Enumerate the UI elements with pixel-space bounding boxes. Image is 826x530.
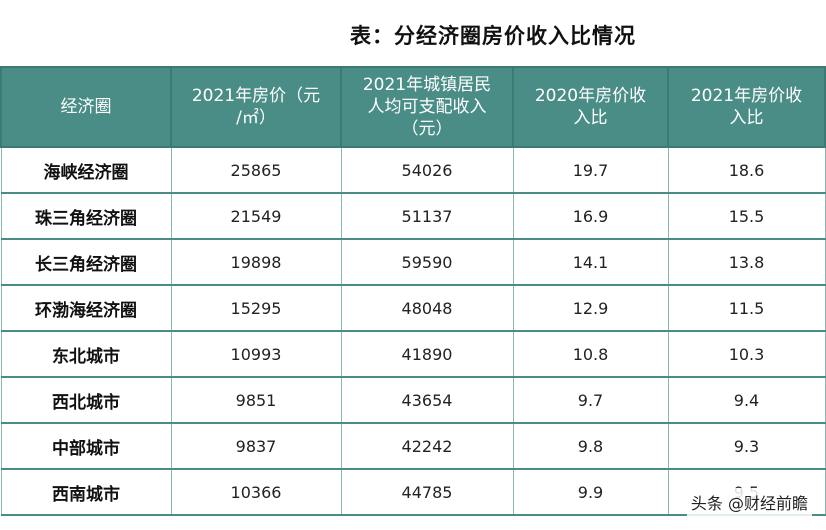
cell-economic-circle: 珠三角经济圈 <box>0 192 172 240</box>
cell-income: 43654 <box>340 376 514 424</box>
cell-ratio-2021: 9.4 <box>667 376 826 424</box>
cell-ratio-2020: 10.8 <box>512 330 669 378</box>
cell-ratio-2021: 18.6 <box>667 146 826 194</box>
cell-income: 54026 <box>340 146 514 194</box>
table-row: 东北城市 10993 41890 10.8 10.3 <box>0 330 826 378</box>
cell-income: 42242 <box>340 422 514 470</box>
cell-house-price: 9837 <box>170 422 342 470</box>
table-row: 中部城市 9837 42242 9.8 9.3 <box>0 422 826 470</box>
cell-house-price: 9851 <box>170 376 342 424</box>
cell-ratio-2020: 9.9 <box>512 468 669 516</box>
table-header-row: 经济圈 2021年房价（元 /㎡） 2021年城镇居民 人均可支配收入 （元） … <box>0 66 826 148</box>
cell-ratio-2021: 13.8 <box>667 238 826 286</box>
cell-house-price: 21549 <box>170 192 342 240</box>
income-ratio-table: 经济圈 2021年房价（元 /㎡） 2021年城镇居民 人均可支配收入 （元） … <box>0 66 826 516</box>
cell-ratio-2021: 11.5 <box>667 284 826 332</box>
table-row: 海峡经济圈 25865 54026 19.7 18.6 <box>0 146 826 194</box>
table-row: 长三角经济圈 19898 59590 14.1 13.8 <box>0 238 826 286</box>
cell-ratio-2020: 14.1 <box>512 238 669 286</box>
cell-income: 51137 <box>340 192 514 240</box>
cell-economic-circle: 长三角经济圈 <box>0 238 172 286</box>
cell-house-price: 15295 <box>170 284 342 332</box>
cell-ratio-2020: 19.7 <box>512 146 669 194</box>
cell-economic-circle: 中部城市 <box>0 422 172 470</box>
cell-economic-circle: 东北城市 <box>0 330 172 378</box>
table-row: 西北城市 9851 43654 9.7 9.4 <box>0 376 826 424</box>
cell-economic-circle: 海峡经济圈 <box>0 146 172 194</box>
cell-house-price: 19898 <box>170 238 342 286</box>
watermark-label: 头条 @财经前瞻 <box>686 488 812 516</box>
cell-income: 59590 <box>340 238 514 286</box>
cell-house-price: 10366 <box>170 468 342 516</box>
cell-house-price: 25865 <box>170 146 342 194</box>
header-price-income-ratio-2020: 2020年房价收 入比 <box>512 66 669 148</box>
cell-ratio-2020: 12.9 <box>512 284 669 332</box>
cell-income: 48048 <box>340 284 514 332</box>
cell-income: 44785 <box>340 468 514 516</box>
header-disposable-income-2021: 2021年城镇居民 人均可支配收入 （元） <box>340 66 514 148</box>
table-row: 环渤海经济圈 15295 48048 12.9 11.5 <box>0 284 826 332</box>
cell-ratio-2020: 9.7 <box>512 376 669 424</box>
header-economic-circle: 经济圈 <box>0 66 172 148</box>
cell-house-price: 10993 <box>170 330 342 378</box>
table-title: 表：分经济圈房价收入比情况 <box>350 24 636 48</box>
header-house-price-2021: 2021年房价（元 /㎡） <box>170 66 342 148</box>
table-row: 珠三角经济圈 21549 51137 16.9 15.5 <box>0 192 826 240</box>
cell-income: 41890 <box>340 330 514 378</box>
cell-ratio-2021: 15.5 <box>667 192 826 240</box>
cell-economic-circle: 环渤海经济圈 <box>0 284 172 332</box>
cell-economic-circle: 西南城市 <box>0 468 172 516</box>
cell-ratio-2020: 16.9 <box>512 192 669 240</box>
cell-ratio-2021: 9.3 <box>667 422 826 470</box>
cell-ratio-2021: 10.3 <box>667 330 826 378</box>
cell-ratio-2020: 9.8 <box>512 422 669 470</box>
cell-economic-circle: 西北城市 <box>0 376 172 424</box>
header-price-income-ratio-2021: 2021年房价收 入比 <box>667 66 826 148</box>
